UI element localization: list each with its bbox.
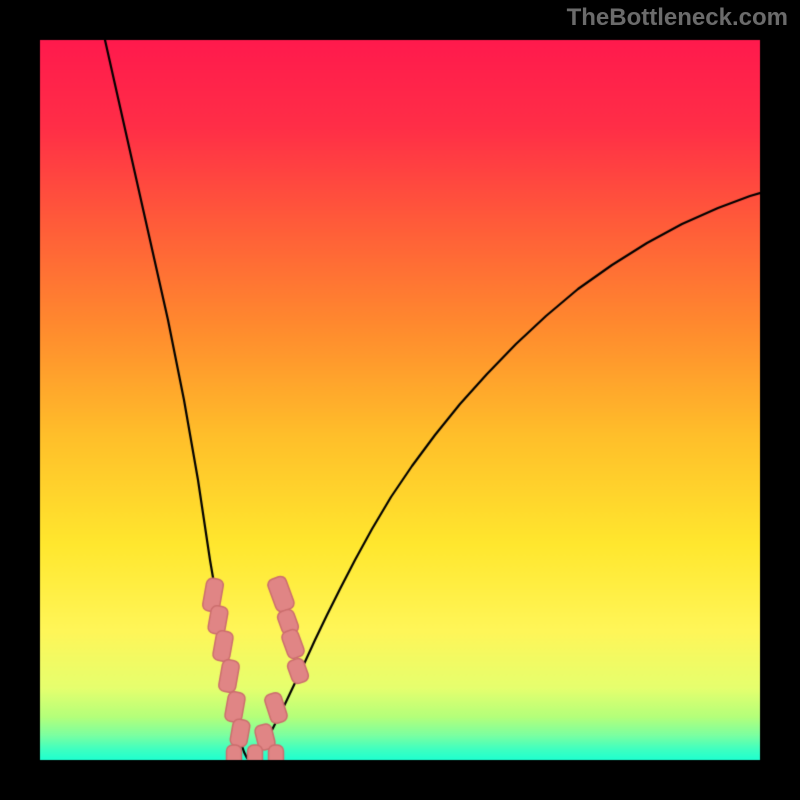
watermark-text: TheBottleneck.com — [567, 4, 788, 32]
chart-stage: TheBottleneck.com — [0, 0, 800, 800]
bottleneck-v-curve-chart — [0, 0, 800, 800]
